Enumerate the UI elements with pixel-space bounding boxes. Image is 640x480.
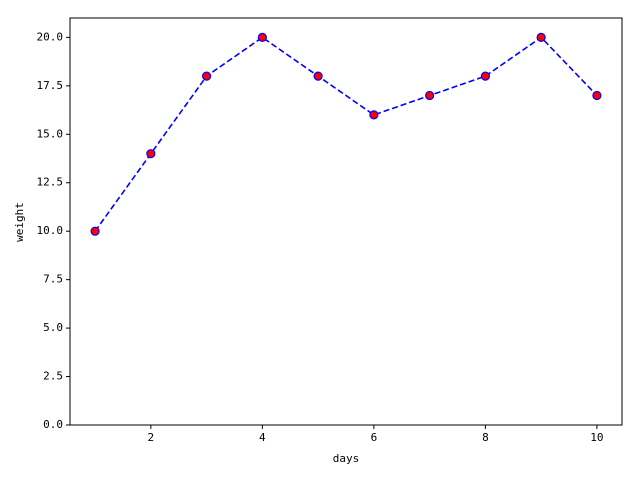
- data-point: [592, 90, 602, 101]
- x-tick-label: 6: [371, 431, 378, 444]
- y-tick-label: 12.5: [37, 176, 64, 189]
- x-axis-label: days: [333, 452, 360, 465]
- y-axis-label: weight: [13, 202, 26, 242]
- y-tick-label: 20.0: [37, 30, 64, 43]
- y-tick-label: 17.5: [37, 79, 64, 92]
- plot-frame: [69, 17, 623, 426]
- data-point: [257, 32, 267, 42]
- data-point: [146, 149, 156, 159]
- y-tick-label: 5.0: [43, 321, 63, 334]
- x-tick-label: 8: [482, 431, 489, 444]
- data-point: [202, 71, 212, 81]
- y-tick-label: 2.5: [43, 370, 63, 383]
- x-tick-label: 2: [148, 431, 155, 444]
- data-point: [313, 71, 323, 81]
- data-point: [425, 90, 435, 101]
- data-point: [480, 71, 490, 81]
- data-point: [536, 32, 546, 42]
- x-tick-label: 10: [590, 431, 603, 444]
- y-tick-label: 0.0: [43, 418, 63, 431]
- y-tick-label: 10.0: [37, 224, 64, 237]
- data-line: [94, 36, 598, 232]
- y-tick-label: 7.5: [43, 273, 63, 286]
- x-tick-label: 4: [259, 431, 266, 444]
- y-tick-label: 15.0: [37, 127, 64, 140]
- data-point: [90, 226, 100, 236]
- data-point: [369, 110, 379, 120]
